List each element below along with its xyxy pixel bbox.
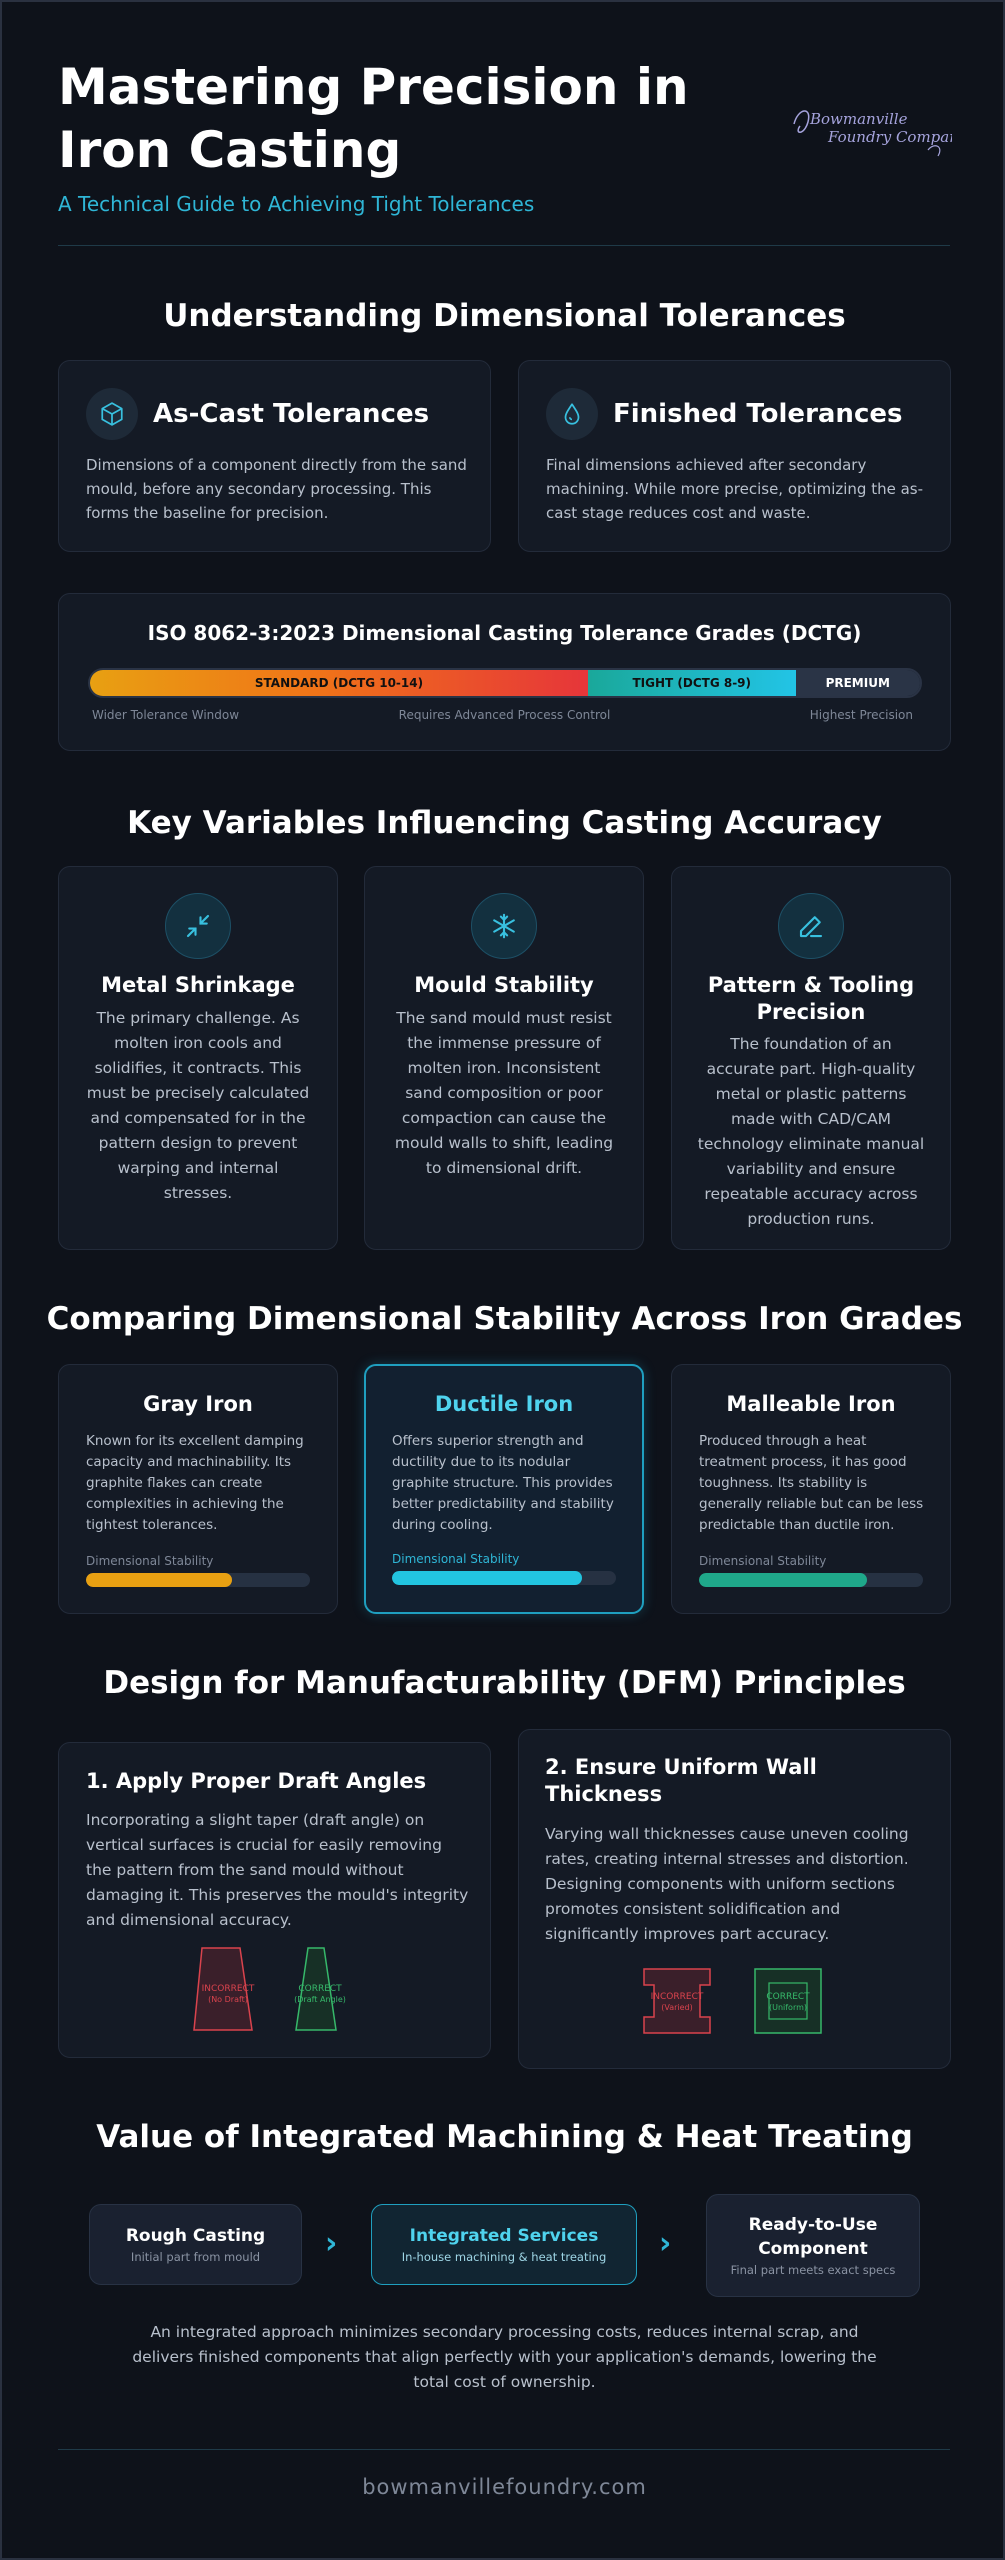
stability-label: Dimensional Stability (699, 1554, 827, 1568)
bar-caption-right: Highest Precision (809, 708, 913, 722)
cube-icon (86, 388, 138, 440)
draft-angle-diagram: CORRECT (Draft Angle) (294, 1947, 346, 2031)
svg-text:(No Draft): (No Draft) (208, 1995, 248, 2004)
svg-text:INCORRECT: INCORRECT (651, 1992, 704, 2002)
finished-title: Finished Tolerances (613, 399, 903, 429)
stability-bar (392, 1571, 616, 1585)
flow-step-integrated: Integrated Services In-house machining &… (371, 2204, 637, 2285)
grade-title: Malleable Iron (726, 1392, 896, 1416)
stability-label: Dimensional Stability (86, 1554, 214, 1568)
shrink-arrows-icon (165, 893, 231, 959)
draft-text: Incorporating a slight taper (draft angl… (86, 1811, 469, 1929)
tolerances-section-title: Understanding Dimensional Tolerances (163, 298, 846, 334)
header-divider (58, 245, 950, 246)
flow-step-rough-casting: Rough Casting Initial part from mould (89, 2204, 302, 2285)
wall-text: Varying wall thicknesses cause uneven co… (545, 1825, 909, 1943)
varied-wall-diagram: INCORRECT (Varied) (643, 1968, 711, 2034)
grade-text: Produced through a heat treatment proces… (699, 1433, 924, 1533)
svg-text:CORRECT: CORRECT (298, 1984, 342, 1994)
wall-title: 2. Ensure Uniform Wall Thickness (545, 1755, 817, 1806)
dctg-scale-bar: STANDARD (DCTG 10-14) TIGHT (DCTG 8-9) P… (88, 668, 922, 698)
grade-title: Ductile Iron (434, 1392, 574, 1416)
uniform-wall-diagram: CORRECT (Uniform) (754, 1968, 822, 2034)
integrated-summary: An integrated approach minimizes seconda… (132, 2323, 877, 2391)
stability-fill (392, 1571, 583, 1585)
draft-angle-card (58, 1742, 491, 2058)
snowflake-icon (471, 893, 537, 959)
iso-title: ISO 8062-3:2023 Dimensional Casting Tole… (147, 621, 862, 645)
footer-divider (58, 2449, 950, 2450)
grades-section-title: Comparing Dimensional Stability Across I… (46, 1301, 963, 1337)
stability-bar (86, 1573, 310, 1587)
bar-caption-left: Wider Tolerance Window (92, 708, 240, 722)
footer-website: bowmanvillefoundry.com (362, 2475, 647, 2499)
stability-label: Dimensional Stability (392, 1552, 520, 1566)
as-cast-title: As-Cast Tolerances (153, 399, 430, 429)
logo-text-line2: Foundry Company (827, 128, 952, 146)
logo-text-line1: Bowmanville (809, 110, 908, 128)
flow-step-sub: Initial part from mould (130, 2250, 261, 2264)
variable-text: The primary challenge. As molten iron co… (86, 1009, 310, 1202)
flow-step-ready-component: Ready-to-Use Component Final part meets … (706, 2194, 920, 2297)
draft-title: 1. Apply Proper Draft Angles (86, 1769, 427, 1793)
no-draft-diagram: INCORRECT (No Draft) (193, 1947, 255, 2031)
variable-title: Pattern & Tooling Precision (707, 973, 915, 1024)
page-subtitle: A Technical Guide to Achieving Tight Tol… (58, 192, 535, 216)
flow-step-sub: In-house machining & heat treating (401, 2250, 607, 2264)
dctg-standard-segment: STANDARD (DCTG 10-14) (90, 670, 588, 696)
dfm-section-title: Design for Manufacturability (DFM) Princ… (103, 1665, 906, 1701)
svg-text:(Uniform): (Uniform) (769, 2003, 807, 2012)
flow-step-sub: Final part meets exact specs (730, 2263, 896, 2277)
integrated-section-title: Value of Integrated Machining & Heat Tre… (96, 2119, 913, 2155)
variable-text: The sand mould must resist the immense p… (394, 1009, 614, 1177)
stability-bar (699, 1573, 923, 1587)
variables-section-title: Key Variables Influencing Casting Accura… (127, 805, 882, 841)
uniform-wall-card (518, 1729, 951, 2069)
svg-text:(Varied): (Varied) (661, 2003, 693, 2012)
svg-text:INCORRECT: INCORRECT (202, 1984, 255, 1994)
as-cast-text: Dimensions of a component directly from … (86, 456, 467, 522)
dctg-premium-segment: PREMIUM (795, 670, 920, 696)
as-cast-card: As-Cast Tolerances Dimensions of a compo… (58, 360, 491, 552)
drop-icon (546, 388, 598, 440)
chevron-right-icon: › (659, 2226, 672, 2261)
flow-step-title: Integrated Services (409, 2226, 599, 2246)
stability-fill (86, 1573, 232, 1587)
bar-caption-center: Requires Advanced Process Control (398, 708, 611, 722)
flow-step-title: Ready-to-Use Component (748, 2215, 878, 2259)
finished-text: Final dimensions achieved after secondar… (546, 456, 924, 522)
variable-title: Metal Shrinkage (101, 973, 295, 997)
grade-title: Gray Iron (143, 1392, 253, 1416)
finished-card: Finished Tolerances Final dimensions ach… (518, 360, 951, 552)
dctg-tight-segment: TIGHT (DCTG 8-9) (588, 670, 796, 696)
variable-text: The foundation of an accurate part. High… (697, 1035, 925, 1228)
svg-text:(Draft Angle): (Draft Angle) (294, 1995, 346, 2004)
page-title: Mastering Precision in Iron Casting (58, 58, 689, 179)
foundry-logo: Bowmanville Foundry Company (793, 110, 952, 157)
grade-card-gray (58, 1364, 338, 1614)
grade-text: Offers superior strength and ductility d… (392, 1433, 614, 1533)
chevron-right-icon: › (325, 2226, 338, 2261)
flow-step-title: Rough Casting (125, 2226, 266, 2246)
stability-fill (699, 1573, 867, 1587)
pencil-icon (778, 893, 844, 959)
variable-title: Mould Stability (414, 973, 594, 997)
grade-text: Known for its excellent damping capacity… (86, 1433, 304, 1533)
svg-text:CORRECT: CORRECT (766, 1992, 810, 2002)
grade-card-malleable (671, 1364, 951, 1614)
